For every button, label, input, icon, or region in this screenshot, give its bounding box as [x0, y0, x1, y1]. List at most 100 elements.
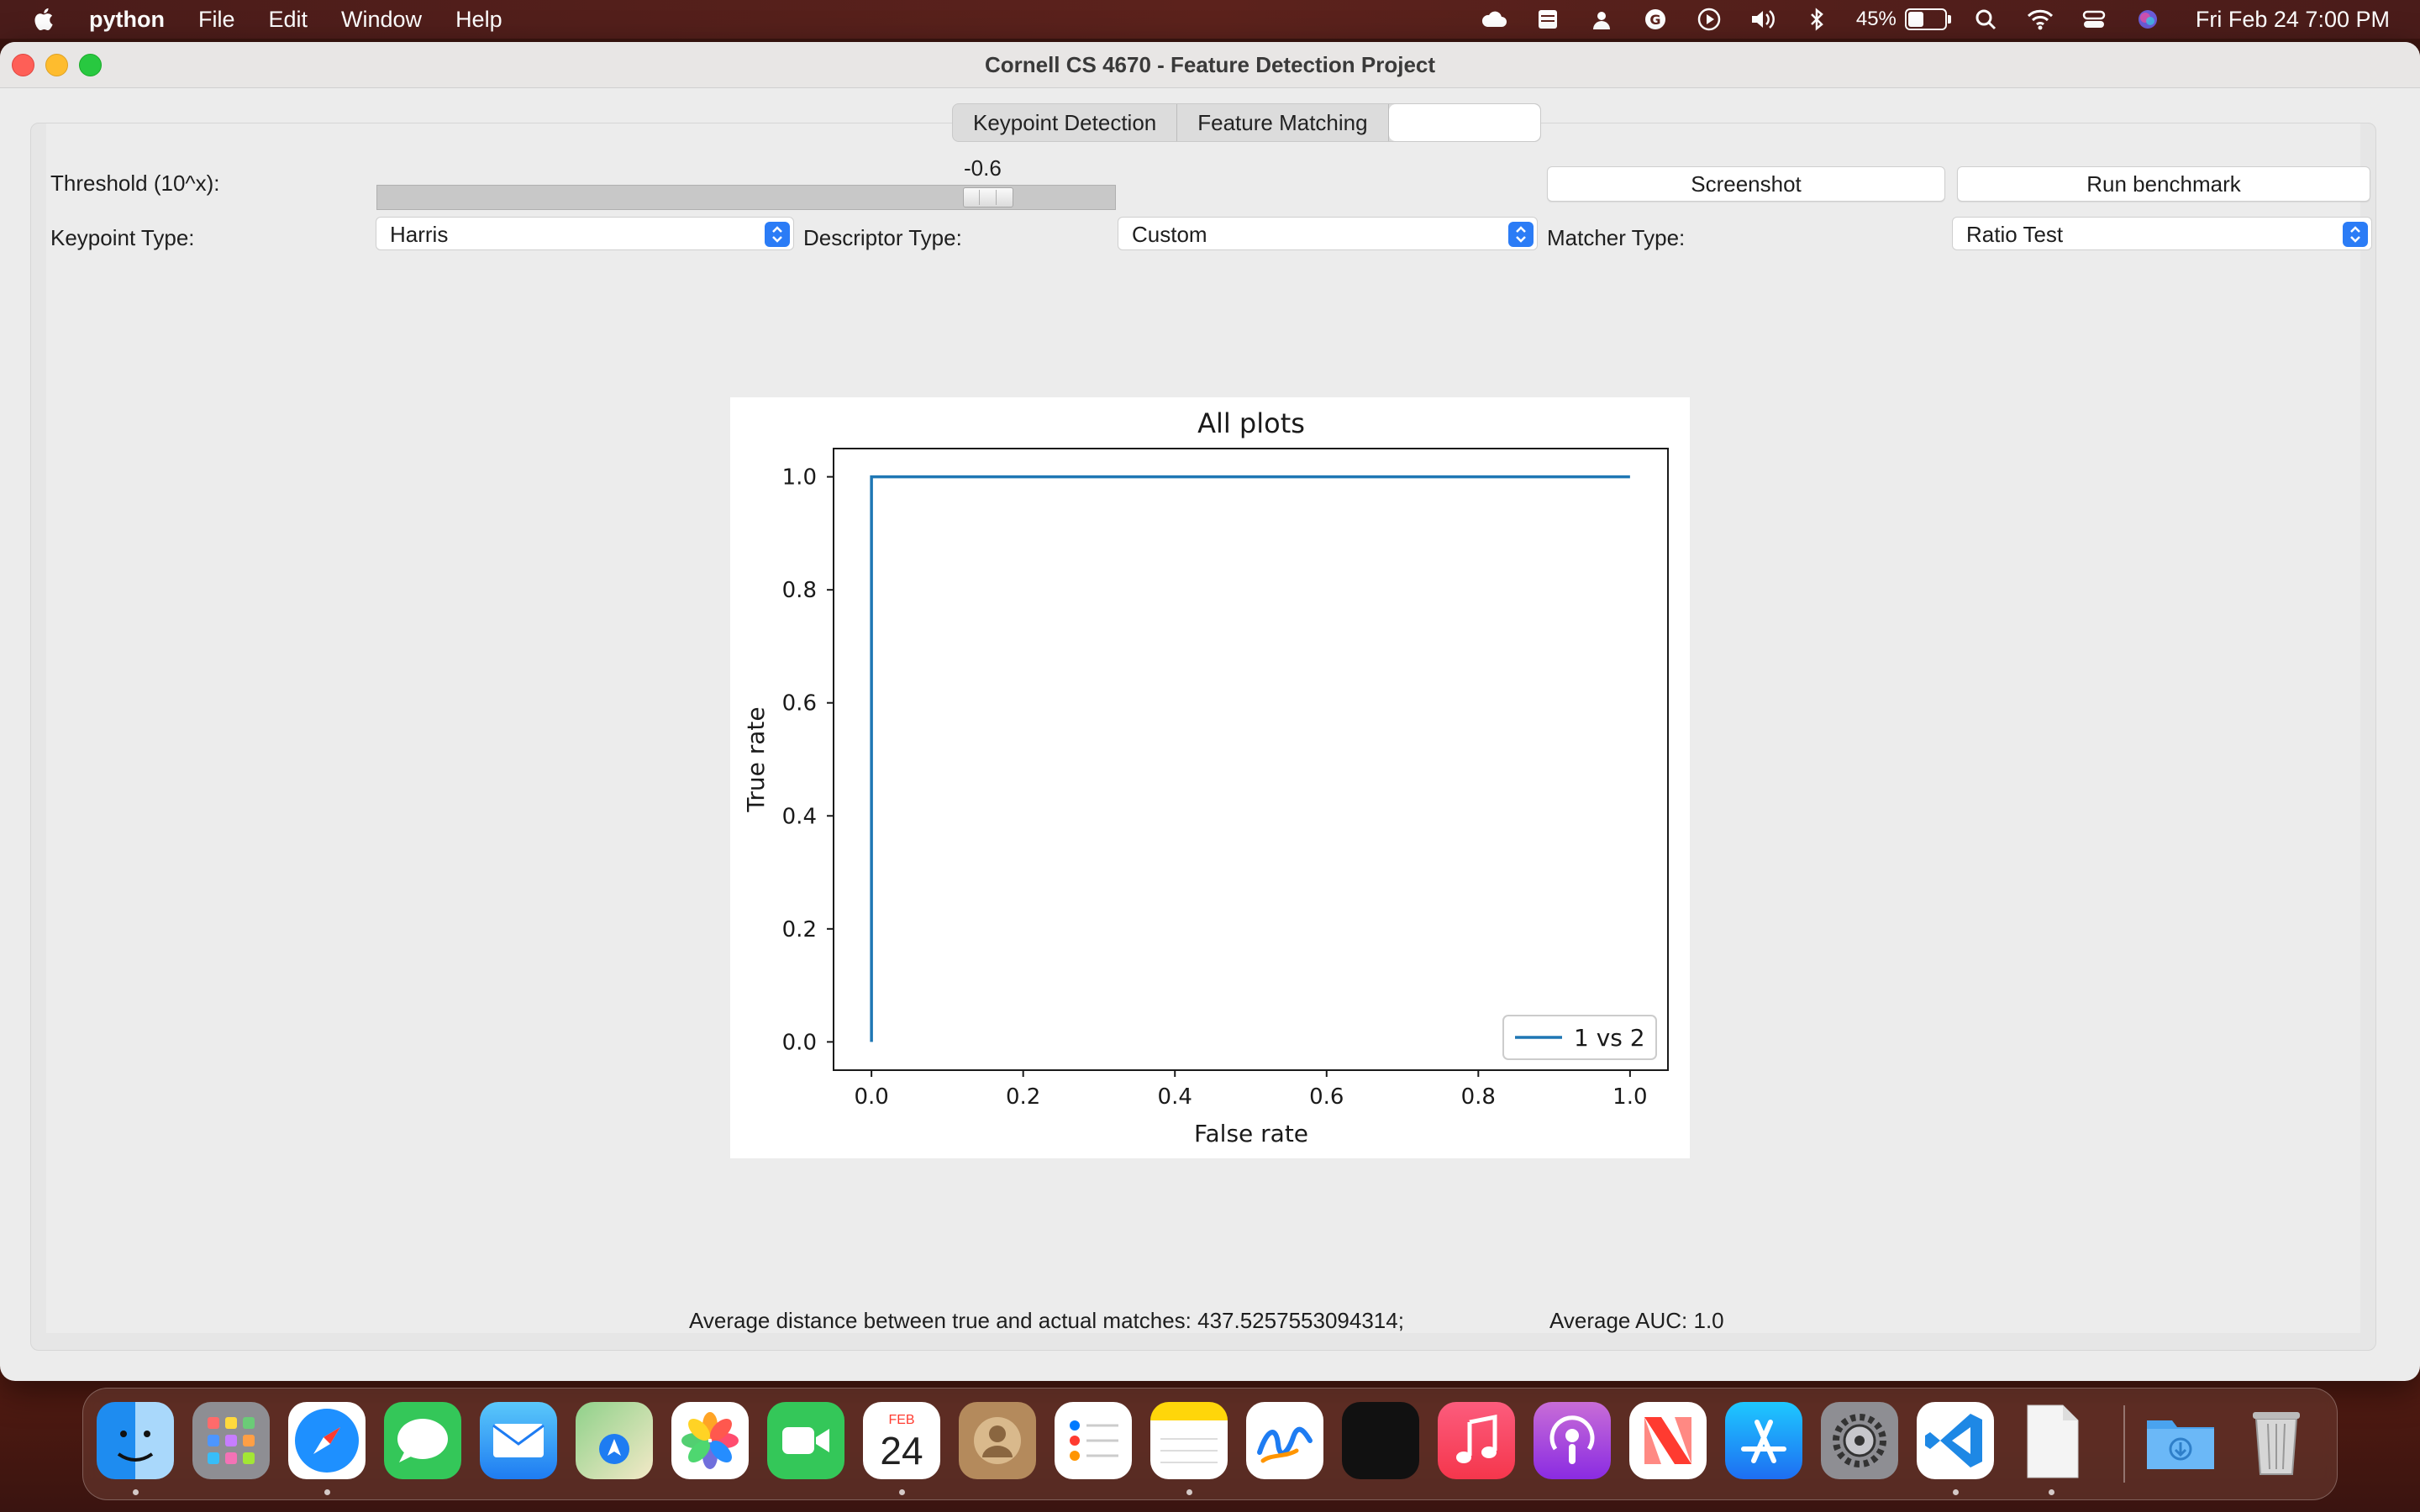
- chart-title: All plots: [1197, 407, 1305, 439]
- document-icon[interactable]: [2012, 1402, 2090, 1479]
- finder-icon[interactable]: [97, 1402, 174, 1479]
- document-running-dot: [2049, 1489, 2054, 1495]
- calendar-running-dot: [899, 1489, 905, 1495]
- y-tick-label: 0.8: [782, 578, 817, 603]
- launchpad-icon[interactable]: [192, 1402, 270, 1479]
- freeform-icon[interactable]: [1246, 1402, 1323, 1479]
- messages-icon[interactable]: [384, 1402, 461, 1479]
- keypoint-type-value: Harris: [390, 222, 449, 247]
- window-title: Cornell CS 4670 - Feature Detection Proj…: [984, 52, 1436, 77]
- maps-icon[interactable]: [576, 1402, 653, 1479]
- downloads-folder-icon[interactable]: [2142, 1402, 2219, 1479]
- appstore-icon[interactable]: [1725, 1402, 1802, 1479]
- grammarly-icon[interactable]: G: [1641, 7, 1670, 32]
- trash-icon[interactable]: [2238, 1402, 2315, 1479]
- threshold-value: -0.6: [964, 155, 1002, 181]
- wifi-icon[interactable]: [2026, 7, 2054, 32]
- apple-logo-icon[interactable]: [30, 5, 59, 34]
- control-center-icon[interactable]: [2080, 7, 2108, 32]
- menu-edit[interactable]: Edit: [268, 6, 308, 32]
- system-settings-icon[interactable]: [1821, 1402, 1898, 1479]
- battery-percent: 45%: [1855, 8, 1897, 30]
- play-icon[interactable]: [1695, 7, 1723, 32]
- legend-box: [1502, 1015, 1657, 1060]
- y-axis-label: True rate: [742, 706, 770, 812]
- battery-status[interactable]: 45%: [1855, 8, 1951, 31]
- notes-running-dot: [1186, 1489, 1192, 1495]
- roc-chart: All plots 0.0 0.2 0.4 0.6 0.8 1.0 0.00.20.40.…: [742, 407, 1669, 1147]
- dock: FEB 24: [82, 1388, 2338, 1500]
- legend-label: 1 vs 2: [1574, 1024, 1645, 1052]
- average-distance-text: Average distance between true and actual…: [689, 1308, 1404, 1333]
- tab-benchmark[interactable]: [1388, 104, 1540, 141]
- window-titlebar[interactable]: Cornell CS 4670 - Feature Detection Proj…: [0, 42, 2420, 88]
- chevron-updown-icon: [1508, 222, 1534, 247]
- news-icon[interactable]: [1629, 1402, 1707, 1479]
- photos-icon[interactable]: [671, 1402, 749, 1479]
- settings-running-dot: [1953, 1489, 1959, 1495]
- battery-level: [1907, 12, 1924, 27]
- spotlight-search-icon[interactable]: [1972, 7, 2001, 32]
- facetime-icon[interactable]: [767, 1402, 844, 1479]
- menu-window[interactable]: Window: [341, 6, 423, 32]
- music-icon[interactable]: [1438, 1402, 1515, 1479]
- volume-icon[interactable]: [1749, 7, 1777, 32]
- minimize-window-button[interactable]: [45, 54, 68, 76]
- series-line-1-vs-2: [870, 475, 1630, 1042]
- zoom-window-button[interactable]: [79, 54, 102, 76]
- x-tick-label: 0.4: [1158, 1084, 1192, 1110]
- tab-feature-matching[interactable]: Feature Matching: [1177, 104, 1389, 141]
- safari-running-dot: [324, 1489, 330, 1495]
- siri-icon[interactable]: [2133, 7, 2162, 32]
- y-axis-ticks: 0.0 0.2 0.4 0.6 0.8 1.0: [782, 465, 834, 1055]
- x-tick-label: 0.0: [854, 1084, 888, 1110]
- reminders-icon[interactable]: [1055, 1402, 1132, 1479]
- x-tick-label: 0.2: [1006, 1084, 1040, 1110]
- roc-plot-figure: All plots 0.0 0.2 0.4 0.6 0.8 1.0 0.0 0.2 0.4 0.…: [730, 397, 1690, 1158]
- app-window: Cornell CS 4670 - Feature Detection Proj…: [0, 42, 2420, 1381]
- contacts-icon[interactable]: [959, 1402, 1036, 1479]
- run-benchmark-button[interactable]: Run benchmark: [1957, 166, 2370, 202]
- screenshot-button[interactable]: Screenshot: [1547, 166, 1945, 202]
- y-tick-label: 1.0: [782, 465, 817, 491]
- descriptor-type-label: Descriptor Type:: [803, 225, 962, 250]
- threshold-slider-thumb[interactable]: [963, 187, 1013, 207]
- y-tick-label: 0.2: [782, 917, 817, 942]
- tab-bar: Keypoint Detection Feature Matching: [952, 103, 1541, 142]
- menu-file[interactable]: File: [197, 6, 235, 32]
- appletv-icon[interactable]: [1342, 1402, 1419, 1479]
- icloud-icon[interactable]: [1480, 7, 1508, 32]
- plot-area-frame: [833, 448, 1669, 1071]
- vscode-icon[interactable]: [1917, 1402, 1994, 1479]
- average-auc-text: Average AUC: 1.0: [1549, 1308, 1724, 1333]
- finder-running-dot: [133, 1489, 139, 1495]
- files-icon[interactable]: [1534, 7, 1562, 32]
- threshold-slider[interactable]: [376, 185, 1116, 210]
- close-window-button[interactable]: [12, 54, 34, 76]
- tab-keypoint-detection[interactable]: Keypoint Detection: [953, 104, 1178, 141]
- descriptor-type-value: Custom: [1132, 222, 1207, 247]
- notes-icon[interactable]: [1150, 1402, 1228, 1479]
- menu-app-name[interactable]: python: [89, 6, 165, 32]
- calendar-icon[interactable]: FEB 24: [863, 1402, 940, 1479]
- bluetooth-icon[interactable]: [1802, 7, 1831, 32]
- descriptor-type-select[interactable]: Custom: [1118, 217, 1538, 250]
- matcher-type-value: Ratio Test: [1966, 222, 2064, 247]
- mail-icon[interactable]: [480, 1402, 557, 1479]
- keypoint-type-select[interactable]: Harris: [376, 217, 794, 250]
- chart-series: [870, 475, 1630, 1042]
- menu-help[interactable]: Help: [455, 6, 502, 32]
- podcasts-icon[interactable]: [1534, 1402, 1611, 1479]
- x-tick-label: 0.8: [1461, 1084, 1496, 1110]
- matcher-type-select[interactable]: Ratio Test: [1952, 217, 2372, 250]
- matcher-type-label: Matcher Type:: [1547, 225, 1686, 250]
- person-share-icon[interactable]: [1587, 7, 1616, 32]
- threshold-label: Threshold (10^x):: [50, 171, 220, 196]
- y-tick-label: 0.0: [782, 1030, 817, 1055]
- dock-separator: [2123, 1405, 2125, 1483]
- keypoint-type-label: Keypoint Type:: [50, 225, 195, 250]
- safari-icon[interactable]: [288, 1402, 366, 1479]
- calendar-month: FEB: [888, 1413, 914, 1427]
- chevron-updown-icon: [2343, 222, 2368, 247]
- menu-clock[interactable]: Fri Feb 24 7:00 PM: [2195, 6, 2390, 32]
